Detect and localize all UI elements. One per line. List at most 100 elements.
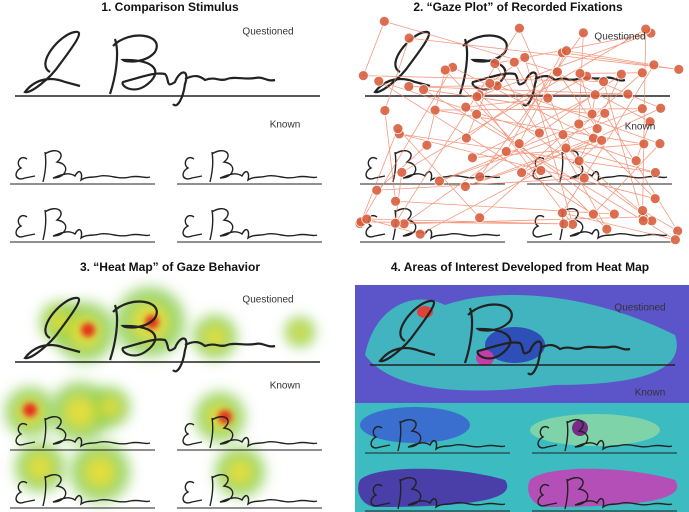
known-label: Known [625,122,656,133]
heat-blob [291,323,309,341]
known-label: Known [270,381,301,392]
signature [182,150,318,183]
fixation [637,215,649,227]
fixation [414,228,426,240]
fixation [378,15,390,27]
panel-title: 4. Areas of Interest Developed from Heat… [391,260,649,274]
fixation [519,52,531,63]
heat-blob [26,453,54,481]
signature [23,30,276,107]
fixation [650,167,661,178]
fixation [669,234,681,246]
panel-title: 2. “Gaze Plot” of Recorded Fixations [413,0,623,14]
fixation [484,77,496,89]
heat-blob [202,324,228,350]
fixation [638,138,650,150]
fixation [673,64,685,75]
signature [370,477,506,510]
fixation [403,32,415,44]
known-label: Known [270,120,301,131]
fixation [471,108,483,120]
fixation [421,139,433,151]
fixation [471,91,483,103]
signature [537,477,673,510]
panel-image [355,285,689,512]
fixation [578,172,590,184]
fixation [640,23,652,35]
fixation [461,132,472,144]
fixation [589,89,601,101]
questioned-label: Questioned [242,295,293,306]
fixation [551,66,563,78]
fixation [474,171,486,183]
signature [378,299,631,376]
questioned-label: Questioned [614,303,665,314]
signature [15,416,151,449]
fixation [467,152,478,164]
fixation [542,92,554,104]
fixation [598,76,609,87]
fixation [601,223,613,235]
fixation [637,205,649,216]
signature [370,419,506,452]
fixation [573,155,585,167]
panel-title: 3. “Heat Map” of Gaze Behavior [80,260,260,274]
signature [23,296,276,373]
fixation [459,181,471,192]
signature [182,416,318,449]
heat-core [81,323,95,337]
fixation [535,165,547,176]
fixation [434,175,445,187]
heat-core [23,403,37,417]
fixation [489,58,501,69]
fixation [357,70,369,82]
aoi [530,414,660,446]
heat-blob [99,396,121,418]
heat-blob [83,455,117,489]
signature [373,30,626,107]
aoi [358,468,508,507]
fixation [574,67,586,79]
fixation [513,138,525,150]
heat-blob [49,311,71,333]
panel-image [354,15,685,246]
fixation [608,208,620,220]
fixation [392,123,404,135]
fixation [460,101,472,113]
fixation [390,195,401,207]
fixation [599,107,611,119]
fixation [591,123,603,135]
signature [182,474,318,507]
fixation [636,67,648,79]
panel-title: 1. Comparison Stimulus [101,0,239,14]
fixation [630,155,642,167]
fixation [403,81,415,92]
heat-blob [63,395,97,429]
fixation [655,102,667,114]
signature [182,208,318,241]
fixation [649,193,661,205]
fixation [644,116,656,128]
signature [15,474,151,507]
fixation [373,75,385,87]
fixation [474,212,486,224]
fixation [516,167,527,178]
fixation [379,105,391,116]
fixation [396,166,408,178]
fixation [514,22,525,34]
fixation [418,84,429,95]
fixation [557,129,569,140]
signature [15,208,151,241]
fixation [615,68,627,80]
fixation [596,135,608,146]
fixation [556,207,568,219]
fixation [508,56,520,68]
aoi [528,468,678,507]
fixation [586,108,598,120]
fixation [648,59,660,71]
questioned-label: Questioned [594,32,645,43]
known-label: Known [635,388,666,399]
fixation [361,213,373,225]
panel-image [10,30,322,243]
